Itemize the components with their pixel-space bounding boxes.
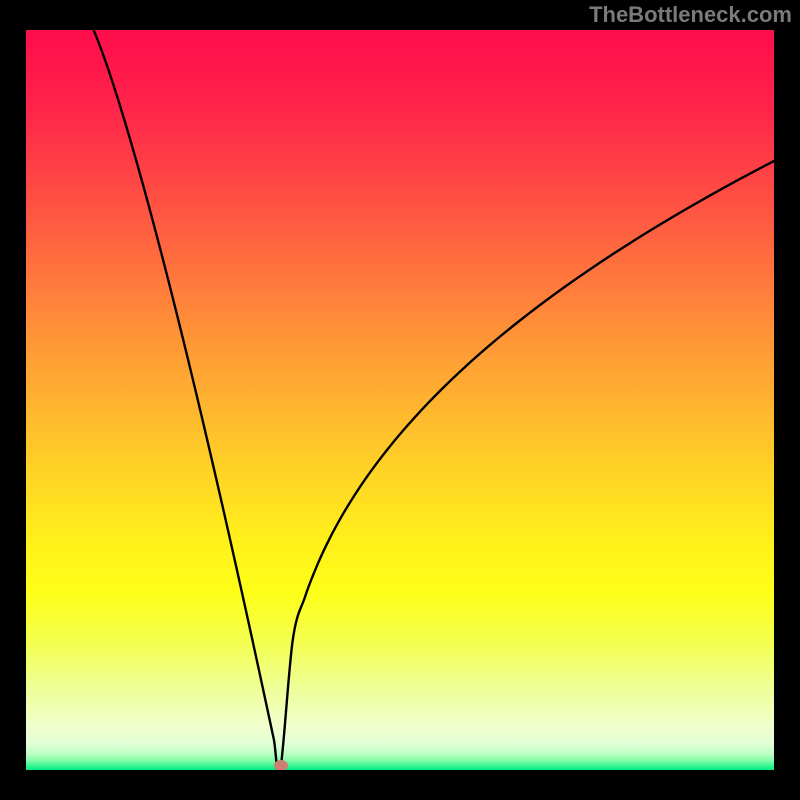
- gradient-background: [26, 30, 774, 770]
- gradient-plot: [26, 30, 774, 770]
- chart-container: TheBottleneck.com: [0, 0, 800, 800]
- plot-area: [26, 30, 774, 770]
- watermark-text: TheBottleneck.com: [589, 2, 792, 28]
